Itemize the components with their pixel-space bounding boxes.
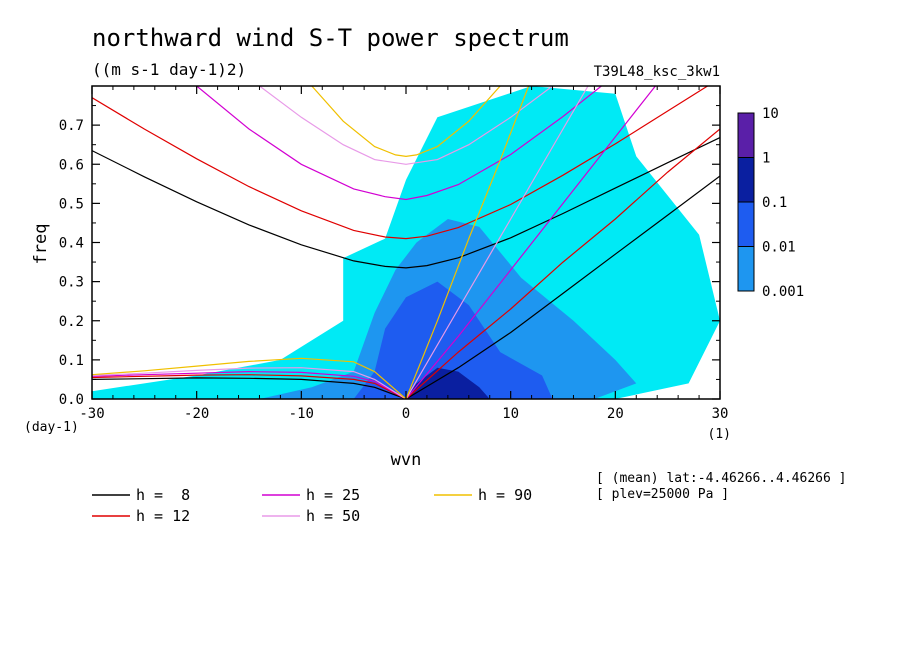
dispersion-curve-3-1 <box>405 86 589 399</box>
info-line-2: [ plev=25000 Pa ] <box>596 487 729 502</box>
y-tick-label: 0.3 <box>59 275 84 291</box>
colorbar-swatch <box>737 157 755 203</box>
x-tick-label: -10 <box>289 406 314 422</box>
dispersion-curve-0-2 <box>92 377 407 399</box>
dispersion-curve-2-0 <box>196 86 603 201</box>
x-axis-unit: (1) <box>708 427 731 442</box>
x-tick-label: 30 <box>712 406 729 422</box>
colorbar-label: 0.1 <box>762 195 787 211</box>
power-region-1 <box>406 367 490 399</box>
spectrum-regions <box>92 86 720 399</box>
y-tick-label: 0.1 <box>59 353 84 369</box>
colorbar-label: 10 <box>762 106 779 122</box>
legend-label: h = 25 <box>306 486 360 504</box>
colorbar-label: 1 <box>762 151 770 167</box>
legend-label: h = 8 <box>136 486 190 504</box>
colorbar: 10 1 0.1 0.01 0.001 <box>737 106 804 300</box>
dispersion-curve-3-0 <box>259 86 553 165</box>
dispersion-curve-1-1 <box>405 128 720 399</box>
dispersion-curve-0-1 <box>405 175 720 399</box>
dispersion-curve-4-2 <box>92 357 407 399</box>
dispersion-curve-4-1 <box>405 86 530 399</box>
y-axis-label: freq <box>31 224 51 265</box>
legend-label: h = 90 <box>478 486 532 504</box>
x-tick-label: 20 <box>607 406 624 422</box>
legend: h = 8 h = 12 h = 25 h = 50 h = 90 <box>92 486 532 525</box>
chart-subtitle: ((m s-1 day-1)2) <box>92 60 246 79</box>
dispersion-curve-1-2 <box>92 374 407 399</box>
y-tick-label: 0.5 <box>59 196 84 212</box>
axis-ticks: -30 -20 -10 0 10 20 30 0.0 0.1 0.2 0.3 0.4 0.5 0.6 0.7 <box>59 86 729 422</box>
colorbar-label: 0.01 <box>762 240 796 256</box>
y-tick-label: 0.2 <box>59 314 84 330</box>
dispersion-curve-2-2 <box>92 370 407 399</box>
legend-label: h = 50 <box>306 507 360 525</box>
dispersion-curve-3-2 <box>92 367 407 399</box>
x-axis-label: wvn <box>391 450 422 470</box>
x-tick-label: 0 <box>402 406 410 422</box>
y-axis-unit: (day-1) <box>24 420 79 435</box>
y-tick-label: 0.6 <box>59 157 84 173</box>
x-tick-label: -30 <box>79 406 104 422</box>
x-tick-label: 10 <box>502 406 519 422</box>
dispersion-curve-1-0 <box>92 86 709 240</box>
colorbar-label: 0.001 <box>762 284 804 300</box>
y-tick-label: 0.0 <box>59 392 84 408</box>
x-tick-label: -20 <box>184 406 209 422</box>
legend-label: h = 12 <box>136 507 190 525</box>
run-label: T39L48_ksc_3kw1 <box>594 64 720 80</box>
dispersion-curve-0-0 <box>92 137 720 269</box>
y-tick-label: 0.4 <box>59 236 84 252</box>
chart-title: northward wind S-T power spectrum <box>92 24 569 52</box>
power-region-0.1 <box>353 281 553 399</box>
dispersion-curves <box>92 86 720 399</box>
dispersion-curve-4-0 <box>311 86 501 158</box>
colorbar-swatch <box>737 112 755 158</box>
dispersion-curve-2-1 <box>405 86 657 399</box>
info-line-1: [ (mean) lat:-4.46266..4.46266 ] <box>596 471 846 486</box>
colorbar-swatch <box>737 201 755 247</box>
y-tick-label: 0.7 <box>59 118 84 134</box>
colorbar-swatch <box>737 246 755 292</box>
